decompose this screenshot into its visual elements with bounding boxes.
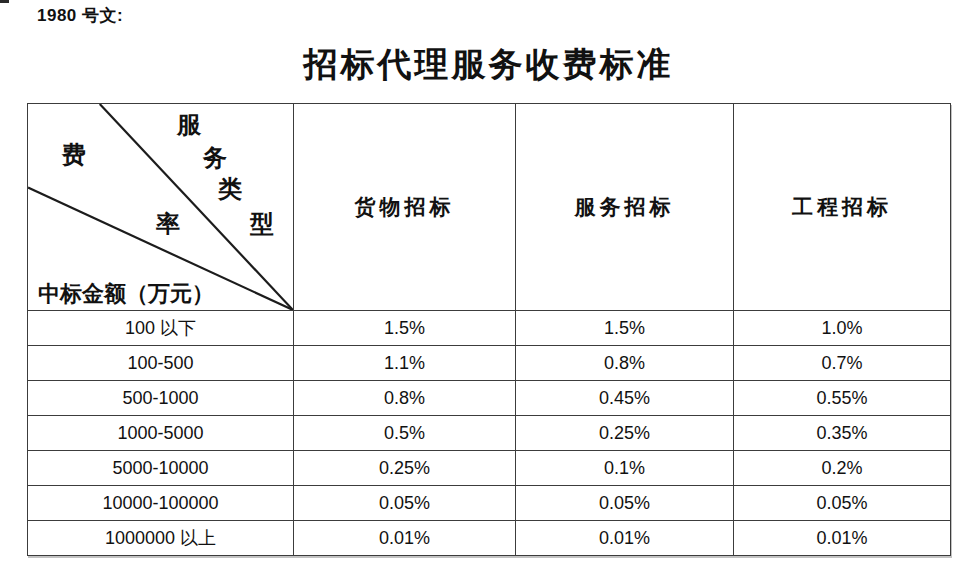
rate-cell: 0.01%	[734, 521, 951, 556]
table-row: 10000-100000 0.05% 0.05% 0.05%	[28, 486, 951, 521]
amount-axis-label: 中标金额（万元）	[38, 283, 214, 305]
fee-rate-char: 率	[156, 212, 180, 236]
page-title: 招标代理服务收费标准	[27, 42, 950, 88]
rate-cell: 0.05%	[734, 486, 951, 521]
table-row: 1000000 以上 0.01% 0.01% 0.01%	[28, 521, 951, 556]
amount-range-cell: 1000000 以上	[28, 521, 294, 556]
amount-range-cell: 5000-10000	[28, 451, 294, 486]
column-header-services: 服务招标	[516, 104, 734, 311]
rate-cell: 1.5%	[516, 311, 734, 346]
service-type-char: 服	[177, 113, 201, 137]
rate-cell: 0.2%	[734, 451, 951, 486]
rate-cell: 0.25%	[294, 451, 516, 486]
rate-cell: 0.8%	[516, 346, 734, 381]
rate-cell: 0.35%	[734, 416, 951, 451]
service-type-char: 类	[218, 177, 242, 201]
amount-range-cell: 1000-5000	[28, 416, 294, 451]
fee-standard-table: 服 务 类 型 费 率 中标金额（万元） 货物招标 服务招标 工程招标 100 …	[27, 103, 951, 556]
rate-cell: 1.5%	[294, 311, 516, 346]
table-header-row: 服 务 类 型 费 率 中标金额（万元） 货物招标 服务招标 工程招标	[28, 104, 951, 311]
rate-cell: 1.0%	[734, 311, 951, 346]
diagonal-corner-cell: 服 务 类 型 费 率 中标金额（万元）	[28, 104, 294, 311]
rate-cell: 0.05%	[294, 486, 516, 521]
rate-cell: 0.25%	[516, 416, 734, 451]
column-header-engineering: 工程招标	[734, 104, 951, 311]
table-row: 100 以下 1.5% 1.5% 1.0%	[28, 311, 951, 346]
doc-reference: 1980 号文:	[37, 4, 123, 27]
amount-range-cell: 500-1000	[28, 381, 294, 416]
amount-range-cell: 100 以下	[28, 311, 294, 346]
rate-cell: 0.8%	[294, 381, 516, 416]
rate-cell: 0.01%	[294, 521, 516, 556]
rate-cell: 0.7%	[734, 346, 951, 381]
amount-range-cell: 10000-100000	[28, 486, 294, 521]
table-row: 100-500 1.1% 0.8% 0.7%	[28, 346, 951, 381]
scan-artifact-mark	[0, 0, 9, 3]
table-row: 5000-10000 0.25% 0.1% 0.2%	[28, 451, 951, 486]
rate-cell: 0.55%	[734, 381, 951, 416]
rate-cell: 0.5%	[294, 416, 516, 451]
rate-cell: 0.05%	[516, 486, 734, 521]
rate-cell: 0.1%	[516, 451, 734, 486]
rate-cell: 0.45%	[516, 381, 734, 416]
table-row: 1000-5000 0.5% 0.25% 0.35%	[28, 416, 951, 451]
rate-cell: 0.01%	[516, 521, 734, 556]
column-header-goods: 货物招标	[294, 104, 516, 311]
document-page: 1980 号文: 招标代理服务收费标准 服 务 类 型 费 率 中标金额（	[0, 0, 976, 581]
diagonal-divider-lines	[28, 104, 293, 310]
service-type-char: 型	[250, 212, 274, 236]
amount-range-cell: 100-500	[28, 346, 294, 381]
fee-rate-char: 费	[62, 143, 86, 167]
table-row: 500-1000 0.8% 0.45% 0.55%	[28, 381, 951, 416]
rate-cell: 1.1%	[294, 346, 516, 381]
service-type-char: 务	[203, 146, 227, 170]
